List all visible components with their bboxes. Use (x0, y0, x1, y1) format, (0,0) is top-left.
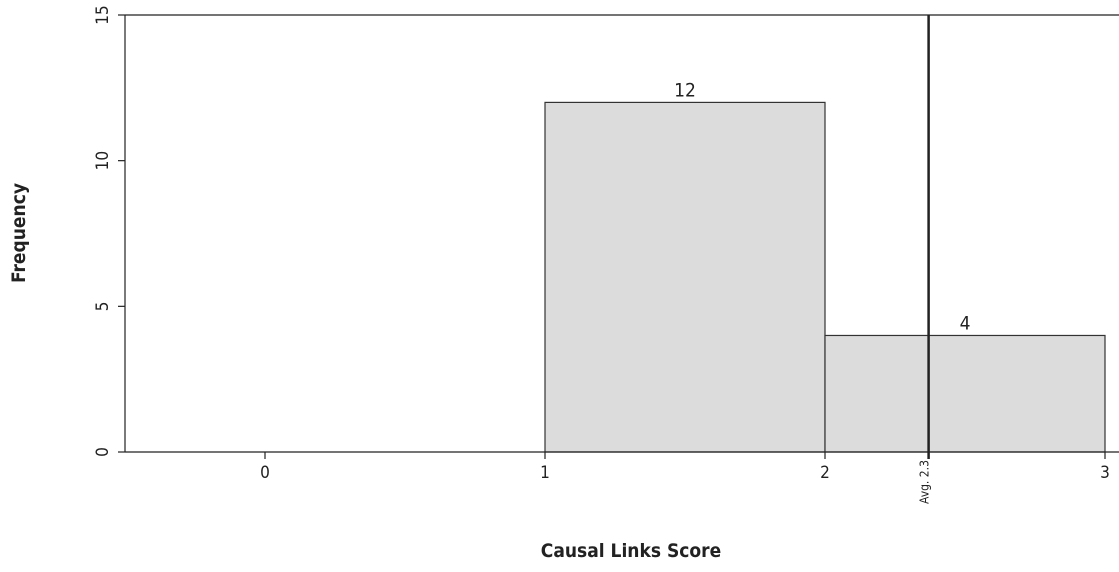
y-tick-label-3: 15 (93, 5, 113, 24)
x-tick-label-1: 1 (540, 463, 550, 483)
x-tick-label-3: 3 (1100, 463, 1110, 483)
x-tick-label-2: 2 (820, 463, 830, 483)
average-line-label: Avg. 2.3 (918, 460, 932, 504)
x-tick-label-0: 0 (260, 463, 270, 483)
y-tick-label-0: 0 (93, 447, 113, 457)
x-axis-title: Causal Links Score (541, 540, 721, 562)
y-tick-label-1: 5 (93, 301, 113, 311)
histogram-bar-0 (544, 101, 826, 453)
histogram-bar-1 (824, 334, 1106, 453)
y-tick-label-2: 10 (93, 151, 113, 170)
bar-value-label-0: 12 (674, 79, 696, 101)
y-axis-title: Frequency (8, 183, 30, 283)
bar-value-label-1: 4 (960, 312, 971, 334)
